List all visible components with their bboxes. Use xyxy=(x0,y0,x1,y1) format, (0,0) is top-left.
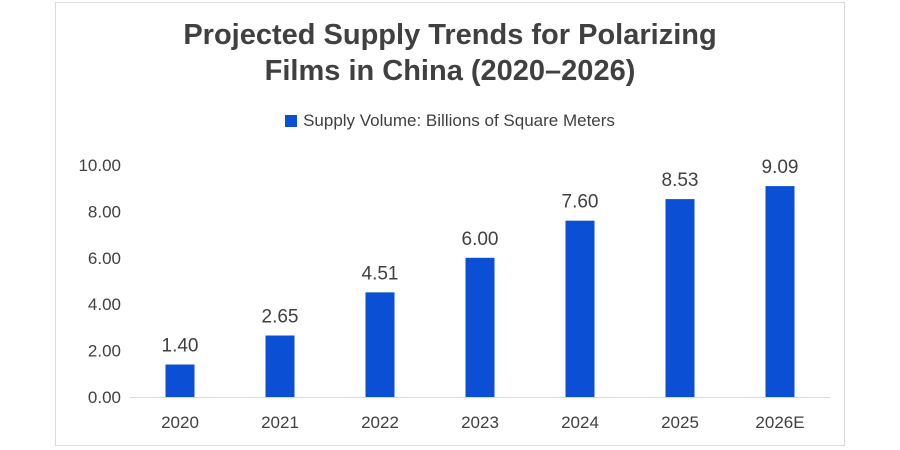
chart-title-line-2: Films in China (2020–2026) xyxy=(264,55,636,87)
bar-2021 xyxy=(265,335,295,397)
x-tick-label: 2021 xyxy=(261,413,299,432)
data-label: 6.00 xyxy=(462,229,499,250)
chart-title: Projected Supply Trends for Polarizing F… xyxy=(56,17,844,89)
data-label: 7.60 xyxy=(562,192,599,213)
bar-2020 xyxy=(165,364,195,397)
chart-title-line-1: Projected Supply Trends for Polarizing xyxy=(183,19,717,51)
bar-2024 xyxy=(565,220,595,397)
x-tick-label: 2022 xyxy=(361,413,399,432)
x-tick-label: 2025 xyxy=(661,413,699,432)
legend-label: Supply Volume: Billions of Square Meters xyxy=(303,111,615,130)
bar-2022 xyxy=(365,292,395,397)
x-tick-label: 2024 xyxy=(561,413,599,432)
data-label: 8.53 xyxy=(662,170,699,191)
bar-2025 xyxy=(665,199,695,397)
x-tick-label: 2020 xyxy=(161,413,199,432)
data-label: 2.65 xyxy=(262,307,299,328)
x-tick-label: 2026E xyxy=(755,413,804,432)
data-label: 1.40 xyxy=(162,336,199,357)
y-tick-label: 8.00 xyxy=(88,202,121,221)
y-tick-label: 6.00 xyxy=(88,249,121,268)
chart-legend: Supply Volume: Billions of Square Meters xyxy=(56,111,844,131)
y-tick-label: 10.00 xyxy=(78,156,121,175)
y-tick-label: 2.00 xyxy=(88,342,121,361)
y-tick-label: 0.00 xyxy=(88,388,121,407)
data-label: 4.51 xyxy=(362,263,399,284)
data-label: 9.09 xyxy=(762,157,799,178)
bar-2023 xyxy=(465,257,495,397)
y-tick-label: 4.00 xyxy=(88,295,121,314)
x-tick-label: 2023 xyxy=(461,413,499,432)
legend-swatch xyxy=(285,115,298,127)
bar-2026E xyxy=(765,186,795,397)
